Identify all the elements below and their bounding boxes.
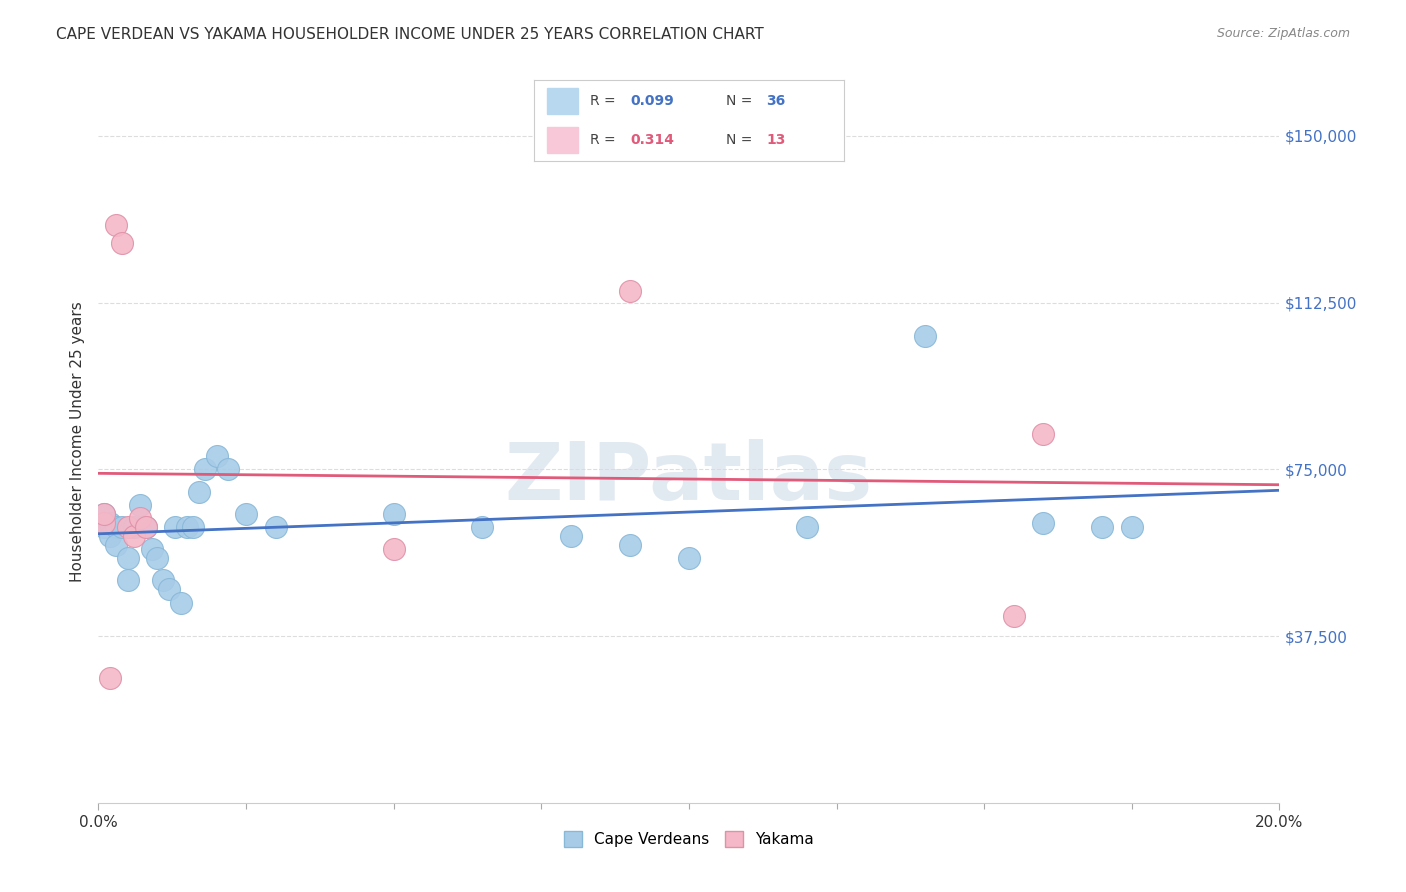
Point xyxy=(122,529,145,543)
Point xyxy=(93,507,115,521)
Text: Source: ZipAtlas.com: Source: ZipAtlas.com xyxy=(1216,27,1350,40)
Point xyxy=(111,235,134,250)
Point xyxy=(382,507,405,521)
Point xyxy=(176,520,198,534)
Point xyxy=(135,520,157,534)
Point xyxy=(181,520,204,534)
Y-axis label: Householder Income Under 25 years: Householder Income Under 25 years xyxy=(69,301,84,582)
Point xyxy=(93,507,115,521)
Point xyxy=(235,507,257,521)
Point xyxy=(93,516,115,530)
Point xyxy=(194,462,217,476)
Point xyxy=(157,582,180,597)
Point xyxy=(152,574,174,588)
Point xyxy=(117,551,139,566)
Point xyxy=(382,542,405,557)
Legend: Cape Verdeans, Yakama: Cape Verdeans, Yakama xyxy=(558,825,820,853)
Text: N =: N = xyxy=(725,95,756,108)
Point xyxy=(98,671,121,685)
Point xyxy=(1032,516,1054,530)
Point xyxy=(619,538,641,552)
Point xyxy=(165,520,187,534)
Point xyxy=(105,538,128,552)
Point xyxy=(1091,520,1114,534)
Text: ZIPatlas: ZIPatlas xyxy=(505,439,873,516)
Point xyxy=(93,520,115,534)
Point xyxy=(128,498,150,512)
Point xyxy=(678,551,700,566)
Point xyxy=(122,520,145,534)
Text: R =: R = xyxy=(591,133,620,146)
Point xyxy=(471,520,494,534)
Point xyxy=(914,329,936,343)
Bar xyxy=(547,88,578,114)
Point xyxy=(98,529,121,543)
Point xyxy=(560,529,582,543)
Point xyxy=(217,462,239,476)
Point xyxy=(146,551,169,566)
Point xyxy=(117,520,139,534)
Bar xyxy=(547,127,578,153)
Point xyxy=(264,520,287,534)
Point xyxy=(205,449,228,463)
Text: R =: R = xyxy=(591,95,620,108)
Point xyxy=(111,520,134,534)
Text: N =: N = xyxy=(725,133,756,146)
Point xyxy=(135,520,157,534)
Point xyxy=(796,520,818,534)
Point xyxy=(117,574,139,588)
Point xyxy=(619,285,641,299)
Text: 0.099: 0.099 xyxy=(630,95,673,108)
Text: 36: 36 xyxy=(766,95,786,108)
Point xyxy=(1032,426,1054,441)
Text: 0.314: 0.314 xyxy=(630,133,673,146)
Point xyxy=(187,484,209,499)
Point xyxy=(1121,520,1143,534)
Point xyxy=(170,596,193,610)
Text: 13: 13 xyxy=(766,133,786,146)
Point xyxy=(98,516,121,530)
Point xyxy=(1002,609,1025,624)
Point xyxy=(128,511,150,525)
Point xyxy=(105,520,128,534)
Text: CAPE VERDEAN VS YAKAMA HOUSEHOLDER INCOME UNDER 25 YEARS CORRELATION CHART: CAPE VERDEAN VS YAKAMA HOUSEHOLDER INCOM… xyxy=(56,27,763,42)
Point xyxy=(141,542,163,557)
Point xyxy=(105,218,128,232)
